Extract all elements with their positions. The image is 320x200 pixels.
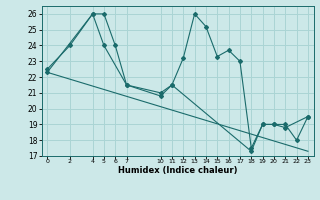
X-axis label: Humidex (Indice chaleur): Humidex (Indice chaleur) bbox=[118, 166, 237, 175]
